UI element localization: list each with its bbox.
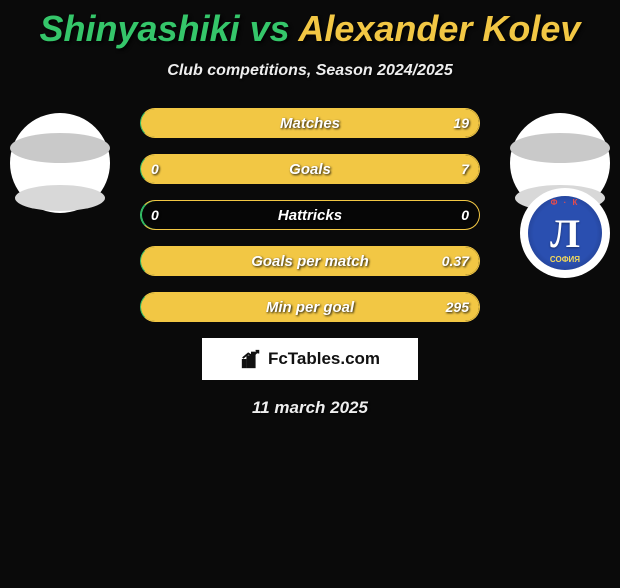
date-text: 11 march 2025: [0, 398, 620, 418]
stat-row: 0.37Goals per match: [140, 246, 480, 276]
avatar-player1: [10, 113, 110, 213]
stat-value-right: 7: [461, 155, 469, 183]
subtitle: Club competitions, Season 2024/2025: [0, 62, 620, 80]
club-letter: Л: [550, 210, 580, 257]
stat-row: 295Min per goal: [140, 292, 480, 322]
stat-label: Hattricks: [141, 201, 479, 229]
stat-row: 19Matches: [140, 108, 480, 138]
title-vs: vs: [250, 8, 290, 49]
stat-fill-right: [141, 293, 479, 321]
club-tag-text: СОФИЯ: [550, 255, 580, 264]
club-arc-text: Ф · К: [551, 198, 580, 207]
stat-fill-right: [141, 155, 479, 183]
stat-value-left: 0: [151, 155, 159, 183]
stat-row: 07Goals: [140, 154, 480, 184]
stat-row: 0 0Hattricks: [140, 200, 480, 230]
watermark[interactable]: FcTables.com: [202, 338, 418, 380]
page-title: Shinyashiki vs Alexander Kolev: [0, 8, 620, 50]
title-player1: Shinyashiki: [40, 8, 240, 49]
stat-value-right: 19: [453, 109, 469, 137]
chart-icon: [240, 348, 262, 370]
stat-value-left: 0: [151, 201, 159, 229]
stat-fill-right: [141, 109, 479, 137]
stat-value-right: 295: [446, 293, 469, 321]
stat-value-right: 0.37: [442, 247, 469, 275]
club-badge: Ф · К Л СОФИЯ: [520, 188, 610, 278]
title-player2: Alexander Kolev: [298, 8, 580, 49]
watermark-text: FcTables.com: [268, 349, 380, 369]
stat-fill-right: [141, 247, 479, 275]
stat-value-right: 0: [461, 201, 469, 229]
stats-table: 19Matches07Goals00Hattricks0.37Goals per…: [140, 108, 480, 322]
